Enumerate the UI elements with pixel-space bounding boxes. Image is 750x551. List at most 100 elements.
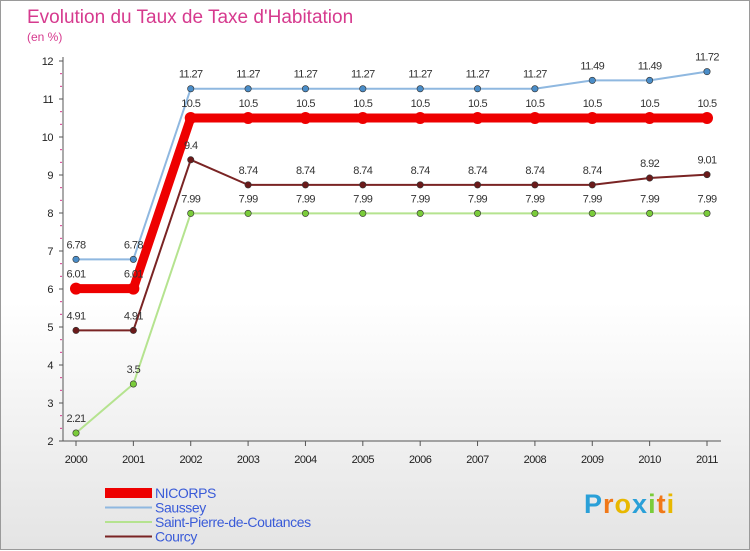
data-label-courcy: 8.74	[353, 165, 372, 177]
y-tick-label: 3	[47, 398, 53, 410]
y-tick-label: 8	[47, 208, 53, 220]
legend: NICORPSSausseySaint-Pierre-de-CoutancesC…	[105, 485, 312, 545]
point-courcy	[187, 156, 195, 164]
data-label-saussey: 11.49	[638, 60, 662, 72]
logo-letter: P	[584, 489, 604, 519]
point-courcy	[416, 181, 424, 189]
data-label-courcy: 8.74	[468, 165, 487, 177]
legend-label-nicorps: NICORPS	[155, 485, 216, 501]
x-tick-label: 2002	[179, 454, 202, 466]
point-saint-pierre-de-coutances	[474, 209, 482, 217]
data-label-nicorps: 10.5	[181, 98, 200, 110]
y-tick-label: 4	[47, 360, 53, 372]
point-saint-pierre-de-coutances	[531, 209, 539, 217]
point-nicorps	[299, 112, 312, 124]
y-tick-label: 9	[47, 170, 53, 182]
point-nicorps	[471, 112, 484, 124]
point-courcy	[474, 181, 482, 189]
y-tick-label: 7	[47, 246, 53, 258]
x-tick-label: 2004	[294, 454, 317, 466]
data-label-courcy: 8.74	[296, 165, 315, 177]
data-label-saint-pierre-de-coutances: 7.99	[239, 193, 258, 205]
data-label-courcy: 8.74	[411, 165, 430, 177]
x-tick-label: 2001	[122, 454, 145, 466]
point-saussey	[72, 255, 80, 263]
point-saint-pierre-de-coutances	[703, 209, 711, 217]
point-nicorps	[184, 112, 197, 124]
point-nicorps	[586, 112, 599, 124]
data-label-courcy: 8.74	[239, 165, 258, 177]
legend-label-courcy: Courcy	[155, 529, 197, 545]
point-courcy	[129, 326, 137, 334]
point-saint-pierre-de-coutances	[359, 209, 367, 217]
data-label-nicorps: 10.5	[353, 98, 372, 110]
data-label-nicorps: 10.5	[697, 98, 716, 110]
point-nicorps	[701, 112, 713, 124]
logo-letter: i	[666, 489, 676, 519]
series-layer	[70, 68, 713, 437]
point-saussey	[646, 76, 654, 84]
logo-letter: t	[656, 489, 667, 519]
data-label-saint-pierre-de-coutances: 7.99	[468, 193, 487, 205]
data-label-nicorps: 10.5	[296, 98, 315, 110]
logo-letter: o	[614, 489, 633, 519]
data-label-saint-pierre-de-coutances: 7.99	[697, 193, 716, 205]
data-label-saussey: 11.27	[408, 69, 432, 81]
data-label-courcy: 4.91	[124, 310, 143, 322]
data-label-nicorps: 6.01	[66, 269, 85, 281]
data-label-nicorps: 10.5	[525, 98, 544, 110]
data-label-saussey: 6.78	[66, 239, 85, 251]
chart-title: Evolution du Taux de Taxe d'Habitation	[27, 7, 354, 28]
x-tick-label: 2000	[65, 454, 88, 466]
point-saint-pierre-de-coutances	[129, 380, 137, 388]
data-label-courcy: 4.91	[66, 310, 85, 322]
data-label-courcy: 9.01	[697, 155, 716, 167]
data-label-saint-pierre-de-coutances: 3.5	[127, 364, 141, 376]
point-nicorps	[242, 112, 255, 124]
point-nicorps	[356, 112, 369, 124]
data-label-courcy: 8.92	[640, 158, 659, 170]
data-label-saussey: 11.27	[236, 69, 260, 81]
series-line-courcy	[75, 158, 708, 332]
point-courcy	[301, 181, 309, 189]
x-tick-label: 2003	[237, 454, 260, 466]
data-label-nicorps: 10.5	[468, 98, 487, 110]
data-label-saussey: 11.27	[351, 69, 375, 81]
series-line-saussey	[75, 70, 708, 261]
x-tick-label: 2007	[466, 454, 489, 466]
point-saussey	[703, 68, 711, 76]
x-tick-label: 2008	[524, 454, 547, 466]
data-label-saussey: 11.72	[695, 52, 719, 64]
point-courcy	[72, 326, 80, 334]
data-label-courcy: 9.4	[184, 140, 198, 152]
proxiti-logo: Proxiti	[584, 489, 675, 520]
series-line-nicorps	[71, 113, 712, 294]
point-nicorps	[70, 282, 82, 295]
point-nicorps	[643, 112, 656, 124]
data-label-nicorps: 10.5	[583, 98, 602, 110]
data-label-saussey: 11.27	[523, 69, 547, 81]
data-label-saint-pierre-de-coutances: 7.99	[181, 193, 200, 205]
logo-letter: x	[632, 489, 649, 519]
point-saint-pierre-de-coutances	[646, 209, 654, 217]
y-tick-label: 5	[47, 322, 53, 334]
point-courcy	[588, 181, 596, 189]
data-label-saussey: 11.27	[466, 69, 490, 81]
point-saint-pierre-de-coutances	[187, 209, 195, 217]
series-line-saint-pierre-de-coutances	[75, 212, 708, 435]
x-tick-label: 2011	[696, 454, 718, 466]
point-saussey	[359, 85, 367, 93]
data-label-saussey: 11.27	[179, 69, 203, 81]
point-saussey	[301, 85, 309, 93]
point-saussey	[531, 85, 539, 93]
data-label-saint-pierre-de-coutances: 2.21	[66, 413, 85, 425]
data-label-courcy: 8.74	[583, 165, 602, 177]
data-label-saussey: 11.27	[294, 69, 318, 81]
x-tick-label: 2009	[581, 454, 604, 466]
point-saint-pierre-de-coutances	[244, 209, 252, 217]
point-nicorps	[528, 112, 541, 124]
data-label-nicorps: 6.01	[124, 269, 143, 281]
point-saussey	[244, 85, 252, 93]
point-courcy	[646, 174, 654, 182]
